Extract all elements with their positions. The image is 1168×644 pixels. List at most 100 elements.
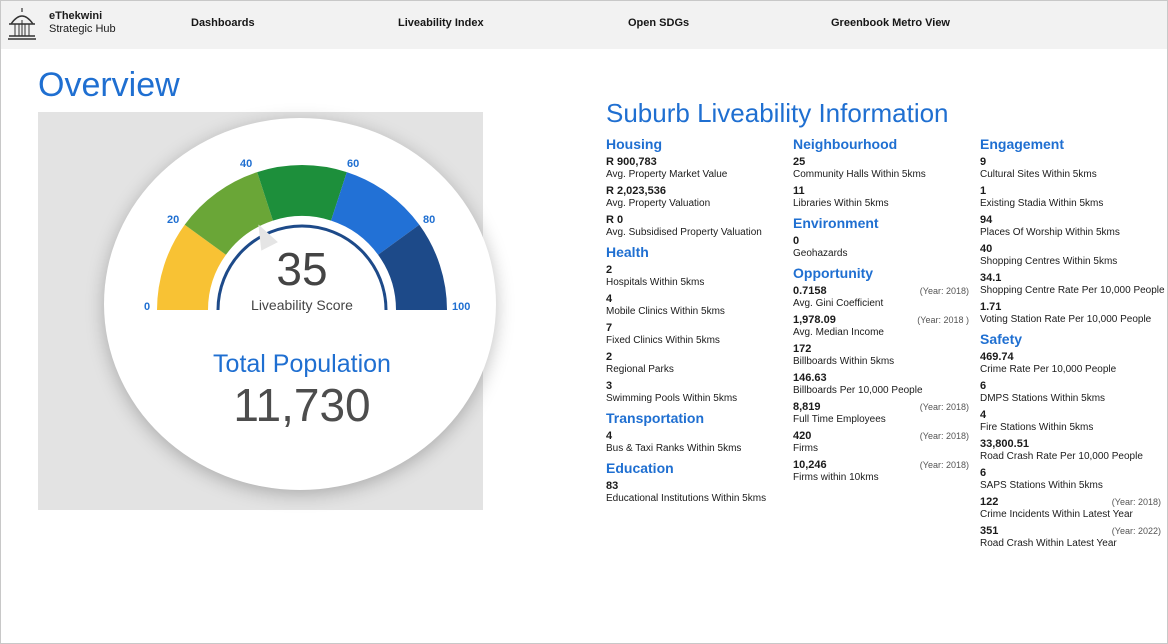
metric-value: 1: [980, 185, 987, 197]
metric-label: DMPS Stations Within 5kms: [980, 393, 1106, 404]
metric-year: (Year: 2018): [919, 402, 969, 412]
section-title: Health: [606, 244, 649, 260]
metric-label: Billboards Per 10,000 People: [793, 385, 923, 396]
metric-label: Firms within 10kms: [793, 472, 879, 483]
info-column-3: Engagement 9 Cultural Sites Within 5kms 1 Ex…: [980, 136, 1165, 555]
section-title: Transportation: [606, 410, 705, 426]
metric-value: R 900,783: [606, 156, 657, 168]
gauge-tick-60: 60: [347, 158, 360, 170]
metric-item: 469.74 Crime Rate Per 10,000 People: [980, 351, 1165, 375]
metric-item: 6 DMPS Stations Within 5kms: [980, 380, 1165, 404]
metric-label: Avg. Gini Coefficient: [793, 298, 884, 309]
gauge-tick-100: 100: [452, 301, 471, 313]
metric-label: Shopping Centre Rate Per 10,000 People: [980, 285, 1165, 296]
section-title: Environment: [793, 215, 879, 231]
suburb-info-title: Suburb Liveability Information: [606, 98, 949, 128]
metric-label: Bus & Taxi Ranks Within 5kms: [606, 443, 742, 454]
liveability-score-value: 35: [276, 243, 328, 295]
metric-item: 6 SAPS Stations Within 5kms: [980, 467, 1165, 491]
metric-label: Avg. Property Valuation: [606, 198, 711, 209]
total-population-label: Total Population: [213, 350, 391, 378]
metric-value: R 0: [606, 214, 624, 226]
brand-line-1: eThekwini: [49, 10, 103, 22]
metric-label: Libraries Within 5kms: [793, 198, 889, 209]
metric-value: 3: [606, 380, 613, 392]
nav-greenbook-metro-view[interactable]: Greenbook Metro View: [831, 17, 950, 29]
metric-value: 6: [980, 380, 987, 392]
metric-label: Community Halls Within 5kms: [793, 169, 926, 180]
metric-value: 7: [606, 322, 613, 334]
metric-value: 0: [793, 235, 800, 247]
metric-item: 8,819 Full Time Employees (Year: 2018): [793, 401, 973, 425]
section-title: Education: [606, 460, 674, 476]
metric-item: 172 Billboards Within 5kms: [793, 343, 973, 367]
metric-item: 25 Community Halls Within 5kms: [793, 156, 973, 180]
metric-value: 25: [793, 156, 806, 168]
metric-label: Hospitals Within 5kms: [606, 277, 705, 288]
nav-dashboards[interactable]: Dashboards: [191, 17, 255, 29]
section-environment: Environment 0 Geohazards: [793, 215, 973, 259]
nav-open-sdgs[interactable]: Open SDGs: [628, 17, 690, 29]
metric-label: Crime Incidents Within Latest Year: [980, 509, 1133, 520]
metric-label: SAPS Stations Within 5kms: [980, 480, 1103, 491]
section-safety: Safety 469.74 Crime Rate Per 10,000 People…: [980, 331, 1165, 549]
metric-value: 6: [980, 467, 987, 479]
metric-value: 8,819: [793, 401, 821, 413]
metric-value: 2: [606, 351, 613, 363]
metric-item: 351 Road Crash Within Latest Year (Year: 2…: [980, 525, 1165, 549]
metric-item: 420 Firms (Year: 2018): [793, 430, 973, 454]
metric-item: 2 Regional Parks: [606, 351, 786, 375]
metric-label: Regional Parks: [606, 364, 674, 375]
metric-label: Existing Stadia Within 5kms: [980, 198, 1104, 209]
metric-item: 4 Mobile Clinics Within 5kms: [606, 293, 786, 317]
gauge-tick-20: 20: [167, 214, 180, 226]
info-column-2: Neighbourhood 25 Community Halls Within 5k…: [793, 136, 973, 489]
metric-item: 40 Shopping Centres Within 5kms: [980, 243, 1165, 267]
metric-value: 9: [980, 156, 987, 168]
metric-item: 0.7158 Avg. Gini Coefficient (Year: 2018): [793, 285, 973, 309]
metric-year: (Year: 2018): [919, 431, 969, 441]
metric-item: 34.1 Shopping Centre Rate Per 10,000 Peop…: [980, 272, 1165, 296]
metric-item: 0 Geohazards: [793, 235, 973, 259]
brand-name[interactable]: eThekwini Strategic Hub: [49, 10, 116, 36]
metric-value: 11: [793, 185, 805, 197]
metric-year: (Year: 2018): [919, 286, 969, 296]
section-title: Housing: [606, 136, 662, 152]
section-health: Health 2 Hospitals Within 5kms 4 Mobile Clin…: [606, 244, 786, 404]
metric-year: (Year: 2018): [1111, 497, 1161, 507]
metric-item: 3 Swimming Pools Within 5kms: [606, 380, 786, 404]
metric-value: 1,978.09: [793, 314, 836, 326]
section-title: Engagement: [980, 136, 1065, 152]
metric-value: 146.63: [793, 372, 827, 384]
metric-label: Mobile Clinics Within 5kms: [606, 306, 725, 317]
section-housing: Housing R 900,783 Avg. Property Market Val…: [606, 136, 786, 238]
total-population-value: 11,730: [233, 379, 371, 431]
metric-value: 40: [980, 243, 993, 255]
metric-item: 11 Libraries Within 5kms: [793, 185, 973, 209]
metric-value: 4: [980, 409, 987, 421]
metric-label: Cultural Sites Within 5kms: [980, 169, 1097, 180]
metric-year: (Year: 2022): [1111, 526, 1161, 536]
metric-item: 4 Fire Stations Within 5kms: [980, 409, 1165, 433]
metric-value: 10,246: [793, 459, 827, 471]
metric-label: Places Of Worship Within 5kms: [980, 227, 1120, 238]
metric-item: 7 Fixed Clinics Within 5kms: [606, 322, 786, 346]
metric-value: 122: [980, 496, 999, 508]
gauge-tick-40: 40: [240, 158, 253, 170]
metric-label: Avg. Subsidised Property Valuation: [606, 227, 762, 238]
metric-item: R 2,023,536 Avg. Property Valuation: [606, 185, 786, 209]
nav-liveability-index[interactable]: Liveability Index: [398, 17, 484, 29]
city-hall-logo-icon[interactable]: [7, 6, 37, 40]
metric-item: 1 Existing Stadia Within 5kms: [980, 185, 1165, 209]
metric-item: 9 Cultural Sites Within 5kms: [980, 156, 1165, 180]
metric-value: 4: [606, 293, 613, 305]
section-education: Education 83 Educational Institutions With…: [606, 460, 786, 504]
section-transportation: Transportation 4 Bus & Taxi Ranks Within 5…: [606, 410, 786, 454]
metric-value: 94: [980, 214, 993, 226]
metric-value: 34.1: [980, 272, 1002, 284]
metric-label: Road Crash Rate Per 10,000 People: [980, 451, 1143, 462]
metric-value: R 2,023,536: [606, 185, 666, 197]
metric-label: Firms: [793, 443, 818, 454]
gauge-tick-0: 0: [144, 301, 151, 313]
metric-label: Voting Station Rate Per 10,000 People: [980, 314, 1152, 325]
